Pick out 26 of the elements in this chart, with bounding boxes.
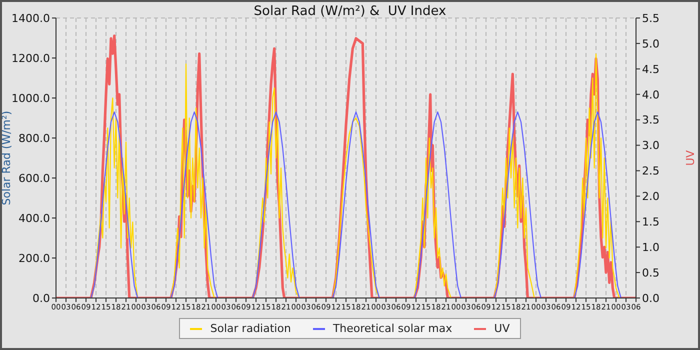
y2-tick-label: 5.0	[642, 37, 660, 50]
y2-tick-label: 4.5	[642, 62, 660, 76]
y2-tick-label: 4.0	[642, 88, 660, 102]
y2-tick-label: 3.0	[642, 139, 660, 152]
y2-tick-label: 2.0	[642, 190, 660, 204]
y-axis-title: Solar Rad (W/m²)	[0, 110, 13, 206]
y-tick-label: 0.0	[32, 292, 50, 305]
y2-axis-title: UV	[684, 150, 697, 166]
y2-tick-label: 3.5	[642, 114, 660, 127]
legend-label: Solar radiation	[210, 322, 291, 335]
y2-tick-label: 5.5	[642, 12, 660, 25]
y2-tick-label: 1.5	[642, 216, 660, 229]
y-tick-label: 1000.0	[12, 92, 50, 105]
legend-label: UV	[494, 322, 510, 335]
y-tick-label: 600.0	[18, 172, 50, 185]
y2-tick-label: 1.0	[642, 240, 660, 254]
y-tick-label: 1200.0	[12, 52, 50, 65]
y-tick-label: 800.0	[18, 132, 50, 145]
y2-tick-label: 2.5	[642, 164, 660, 178]
chart-title: Solar Rad (W/m²) & UV Index	[254, 4, 446, 19]
y2-tick-label: 0.5	[642, 266, 660, 280]
y-tick-label: 400.0	[18, 212, 50, 225]
y-tick-label: 1400.0	[12, 12, 50, 25]
y-tick-label: 200.0	[18, 252, 50, 265]
legend-label: Theoretical solar max	[332, 322, 452, 335]
y2-tick-label: 0.0	[642, 292, 660, 305]
